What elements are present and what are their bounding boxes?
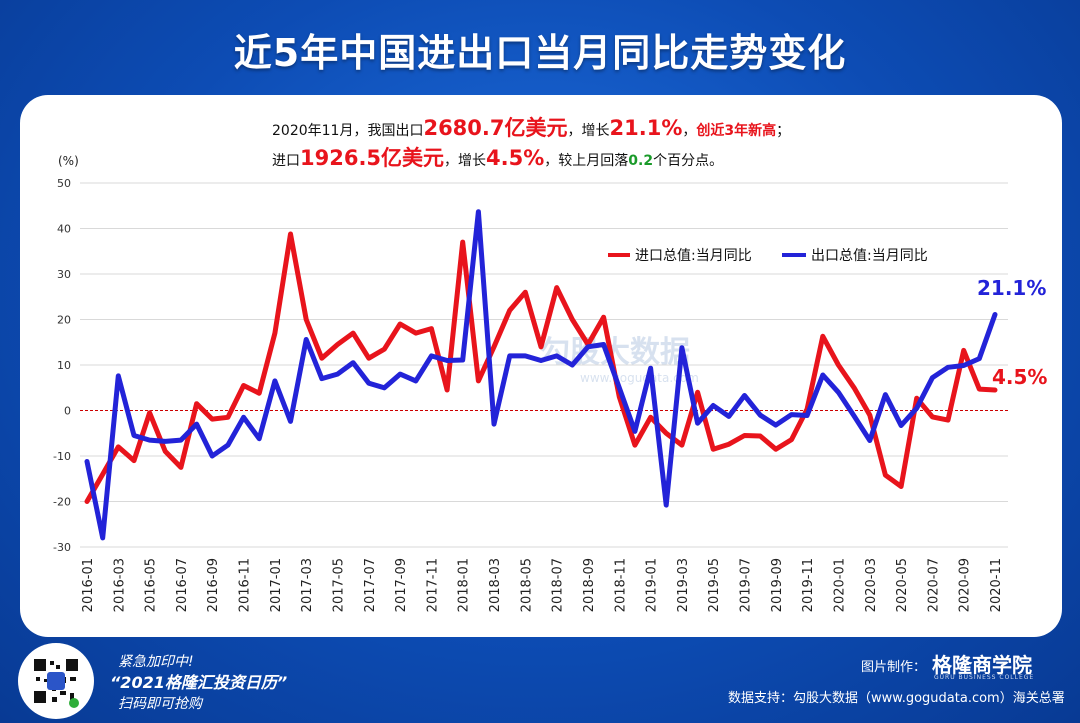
x-tick-label: 2018-07 bbox=[551, 558, 566, 612]
watermark-url: www.gogudata.com bbox=[580, 371, 699, 385]
x-tick-label: 2019-01 bbox=[645, 558, 660, 612]
export-value: 2680.7亿美元 bbox=[423, 116, 568, 140]
x-tick-label: 2019-05 bbox=[707, 558, 722, 612]
x-tick-label: 2020-03 bbox=[864, 558, 879, 612]
import-growth: 4.5% bbox=[486, 146, 545, 170]
x-tick-label: 2018-03 bbox=[488, 558, 503, 612]
y-tick-label: -20 bbox=[53, 496, 71, 509]
x-tick-label: 2017-01 bbox=[269, 558, 284, 612]
promo-line-1: 紧急加印中! bbox=[118, 654, 194, 670]
x-tick-label: 2019-09 bbox=[770, 558, 785, 612]
summary-text: ； bbox=[776, 123, 791, 139]
page-title: 近5年中国进出口当月同比走势变化 bbox=[233, 31, 847, 75]
x-tick-label: 2017-03 bbox=[300, 558, 315, 612]
y-tick-label: 30 bbox=[57, 268, 71, 281]
maker-label: 图片制作： bbox=[861, 660, 927, 675]
chart-legend: 进口总值:当月同比 出口总值:当月同比 bbox=[608, 248, 928, 264]
data-source: 数据支持：勾股大数据（www.gogudata.com）海关总署 bbox=[728, 691, 1065, 706]
x-tick-label: 2020-07 bbox=[926, 558, 941, 612]
x-tick-label: 2019-07 bbox=[739, 558, 754, 612]
export-end-label: 21.1% bbox=[977, 276, 1046, 300]
export-growth: 21.1% bbox=[609, 116, 683, 140]
legend-label-import: 进口总值:当月同比 bbox=[635, 248, 752, 264]
x-tick-label: 2017-11 bbox=[425, 558, 440, 612]
x-tick-label: 2019-03 bbox=[676, 558, 691, 612]
import-drop: 0.2 bbox=[628, 153, 654, 169]
y-tick-label: 10 bbox=[57, 359, 71, 372]
x-tick-label: 2017-07 bbox=[363, 558, 378, 612]
summary-text: ，增长 bbox=[444, 153, 487, 169]
summary-text: ，增长 bbox=[567, 123, 610, 139]
x-tick-label: 2020-05 bbox=[895, 558, 910, 612]
x-tick-label: 2017-09 bbox=[394, 558, 409, 612]
x-tick-label: 2016-03 bbox=[112, 558, 127, 612]
x-tick-label: 2020-09 bbox=[958, 558, 973, 612]
x-tick-label: 2020-01 bbox=[832, 558, 847, 612]
qr-code-icon bbox=[32, 657, 80, 708]
y-tick-label: -30 bbox=[53, 541, 71, 554]
x-tick-label: 2016-05 bbox=[144, 558, 159, 612]
promo-line-2: “2021格隆汇投资日历” bbox=[110, 673, 288, 692]
summary-text: ， bbox=[682, 123, 697, 139]
x-tick-label: 2016-07 bbox=[175, 558, 190, 612]
y-axis-label: (%) bbox=[58, 154, 79, 168]
x-tick-label: 2018-09 bbox=[582, 558, 597, 612]
x-tick-label: 2018-01 bbox=[457, 558, 472, 612]
legend-label-export: 出口总值:当月同比 bbox=[811, 248, 928, 264]
x-tick-label: 2018-11 bbox=[613, 558, 628, 612]
export-note: 创近3年新高 bbox=[696, 123, 777, 139]
summary-text: ，较上月回落 bbox=[544, 153, 629, 169]
summary-text: 进口 bbox=[272, 153, 300, 169]
x-tick-label: 2020-11 bbox=[989, 558, 1004, 612]
qr-code[interactable] bbox=[18, 643, 94, 719]
y-tick-label: 40 bbox=[57, 223, 71, 236]
y-tick-label: 50 bbox=[57, 177, 71, 190]
x-tick-label: 2019-11 bbox=[801, 558, 816, 612]
y-tick-label: 0 bbox=[64, 405, 71, 418]
summary-text: 个百分点。 bbox=[653, 153, 724, 169]
y-tick-label: 20 bbox=[57, 314, 71, 327]
x-tick-label: 2016-01 bbox=[81, 558, 96, 612]
summary-line-2: 进口1926.5亿美元，增长4.5%，较上月回落0.2个百分点。 bbox=[272, 142, 723, 172]
summary-line-1: 2020年11月，我国出口2680.7亿美元，增长21.1%，创近3年新高； bbox=[272, 112, 790, 142]
maker-sub: GURU BUSINESS COLLEGE bbox=[934, 674, 1035, 681]
x-tick-label: 2017-05 bbox=[331, 558, 346, 612]
x-tick-label: 2018-05 bbox=[519, 558, 534, 612]
maker-name: 格隆商学院 bbox=[932, 653, 1032, 677]
x-tick-label: 2016-11 bbox=[238, 558, 253, 612]
x-tick-label: 2016-09 bbox=[206, 558, 221, 612]
summary-text: 2020年11月，我国出口 bbox=[272, 123, 424, 139]
y-tick-label: -10 bbox=[53, 450, 71, 463]
promo-line-3: 扫码即可抢购 bbox=[118, 696, 202, 712]
import-value: 1926.5亿美元 bbox=[300, 146, 445, 170]
import-end-label: 4.5% bbox=[992, 365, 1047, 389]
